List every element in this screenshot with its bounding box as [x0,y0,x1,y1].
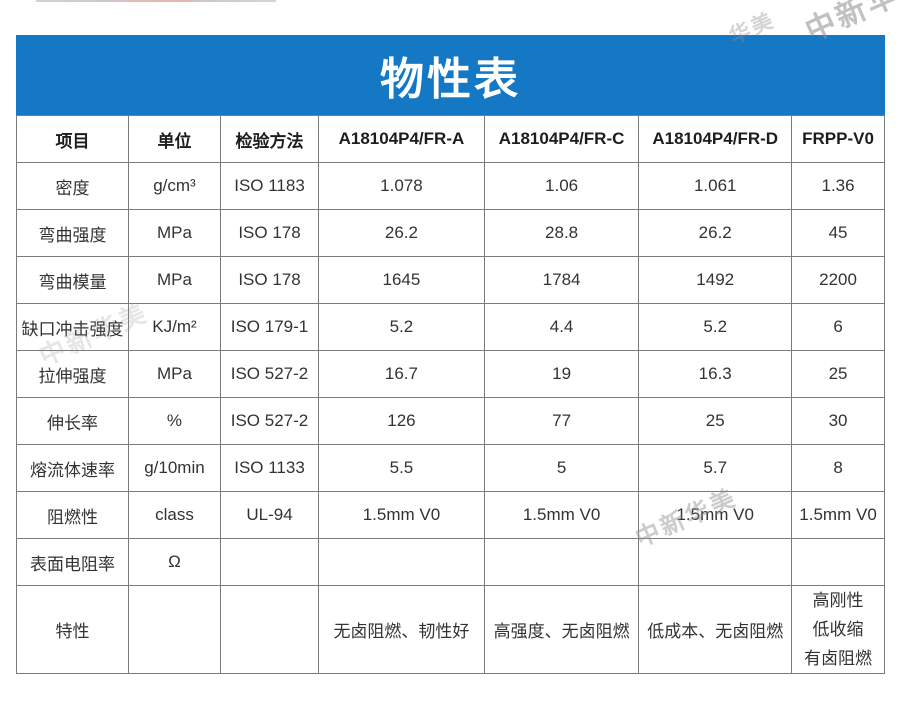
cell-fr-a: 16.7 [318,350,485,398]
cell-fr-c: 4.4 [483,303,640,351]
cell-frpp: 30 [791,397,885,445]
row-label: 阻燃性 [16,491,129,539]
cell-fr-c [483,538,640,586]
cell-frpp: 45 [791,209,885,257]
header-row: 项目 单位 检验方法 A18104P4/FR-A A18104P4/FR-C A… [16,115,885,163]
row-label: 熔流体速率 [16,444,129,492]
cell-fr-c: 高强度、无卤阻燃 [483,585,640,674]
cell-fr-a: 1645 [318,256,485,304]
cell-fr-d [638,538,793,586]
cell-method: ISO 179-1 [219,303,320,351]
cell-fr-a: 5.2 [318,303,485,351]
row-notched-impact-strength: 缺口冲击强度 KJ/m² ISO 179-1 5.2 4.4 5.2 6 [16,303,885,351]
cell-unit [127,585,221,674]
row-label: 拉伸强度 [16,350,129,398]
row-tensile-strength: 拉伸强度 MPa ISO 527-2 16.7 19 16.3 25 [16,350,885,398]
cell-method [219,585,320,674]
cell-frpp: 6 [791,303,885,351]
cell-fr-a: 26.2 [318,209,485,257]
cell-fr-c: 28.8 [483,209,640,257]
cell-unit: Ω [127,538,221,586]
cell-fr-d: 26.2 [638,209,793,257]
row-flexural-strength: 弯曲强度 MPa ISO 178 26.2 28.8 26.2 45 [16,209,885,257]
cropped-edge-artifact [36,0,276,2]
cell-fr-a [318,538,485,586]
row-flammability: 阻燃性 class UL-94 1.5mm V0 1.5mm V0 1.5mm … [16,491,885,539]
cell-frpp: 1.36 [791,162,885,210]
row-label: 特性 [16,585,129,674]
row-density: 密度 g/cm³ ISO 1183 1.078 1.06 1.061 1.36 [16,162,885,210]
row-flexural-modulus: 弯曲模量 MPa ISO 178 1645 1784 1492 2200 [16,256,885,304]
cell-fr-d: 16.3 [638,350,793,398]
cell-method: ISO 178 [219,209,320,257]
cell-method [219,538,320,586]
cell-frpp: 高刚性 低收缩 有卤阻燃 [791,585,885,674]
cell-frpp: 25 [791,350,885,398]
cell-fr-a: 无卤阻燃、韧性好 [318,585,485,674]
cell-unit: MPa [127,256,221,304]
cell-fr-d: 低成本、无卤阻燃 [638,585,793,674]
cell-unit: g/cm³ [127,162,221,210]
row-label: 伸长率 [16,397,129,445]
cell-fr-c: 1784 [483,256,640,304]
cell-frpp: 1.5mm V0 [791,491,885,539]
cell-fr-a: 5.5 [318,444,485,492]
cell-unit: KJ/m² [127,303,221,351]
row-label: 缺口冲击强度 [16,303,129,351]
cell-fr-a: 1.078 [318,162,485,210]
row-surface-resistivity: 表面电阻率 Ω [16,538,885,586]
row-elongation: 伸长率 % ISO 527-2 126 77 25 30 [16,397,885,445]
cell-fr-c: 1.5mm V0 [483,491,640,539]
cell-unit: % [127,397,221,445]
cell-fr-d: 1.5mm V0 [638,491,793,539]
row-label: 弯曲强度 [16,209,129,257]
cell-method: ISO 527-2 [219,397,320,445]
cell-fr-d: 5.2 [638,303,793,351]
column-header-frpp-v0: FRPP-V0 [791,115,885,163]
cell-fr-c: 77 [483,397,640,445]
cell-unit: MPa [127,350,221,398]
cell-fr-d: 1.061 [638,162,793,210]
cell-method: ISO 527-2 [219,350,320,398]
row-label: 密度 [16,162,129,210]
cell-method: ISO 1133 [219,444,320,492]
cell-fr-c: 19 [483,350,640,398]
column-header-fr-d: A18104P4/FR-D [638,115,793,163]
cell-unit: g/10min [127,444,221,492]
cell-fr-c: 1.06 [483,162,640,210]
cell-method: UL-94 [219,491,320,539]
row-label: 表面电阻率 [16,538,129,586]
column-header-method: 检验方法 [219,115,320,163]
column-header-fr-c: A18104P4/FR-C [483,115,640,163]
cell-unit: MPa [127,209,221,257]
cell-frpp [791,538,885,586]
row-melt-flow-rate: 熔流体速率 g/10min ISO 1133 5.5 5 5.7 8 [16,444,885,492]
cell-frpp: 8 [791,444,885,492]
cell-fr-d: 25 [638,397,793,445]
row-characteristics: 特性 无卤阻燃、韧性好 高强度、无卤阻燃 低成本、无卤阻燃 高刚性 低收缩 有卤… [16,585,885,674]
cell-method: ISO 1183 [219,162,320,210]
column-header-fr-a: A18104P4/FR-A [318,115,485,163]
cell-fr-c: 5 [483,444,640,492]
page-title: 物性表 [380,55,521,104]
column-header-item: 项目 [16,115,129,163]
column-header-unit: 单位 [127,115,221,163]
title-bar: 物性表 [16,35,885,115]
cell-frpp: 2200 [791,256,885,304]
cell-fr-d: 1492 [638,256,793,304]
datasheet: 物性表 项目 单位 检验方法 A18104P4/FR-A A18104P4/FR… [16,35,885,674]
cell-fr-a: 126 [318,397,485,445]
cell-method: ISO 178 [219,256,320,304]
cell-unit: class [127,491,221,539]
cell-fr-d: 5.7 [638,444,793,492]
row-label: 弯曲模量 [16,256,129,304]
properties-table: 项目 单位 检验方法 A18104P4/FR-A A18104P4/FR-C A… [16,115,885,674]
cell-fr-a: 1.5mm V0 [318,491,485,539]
